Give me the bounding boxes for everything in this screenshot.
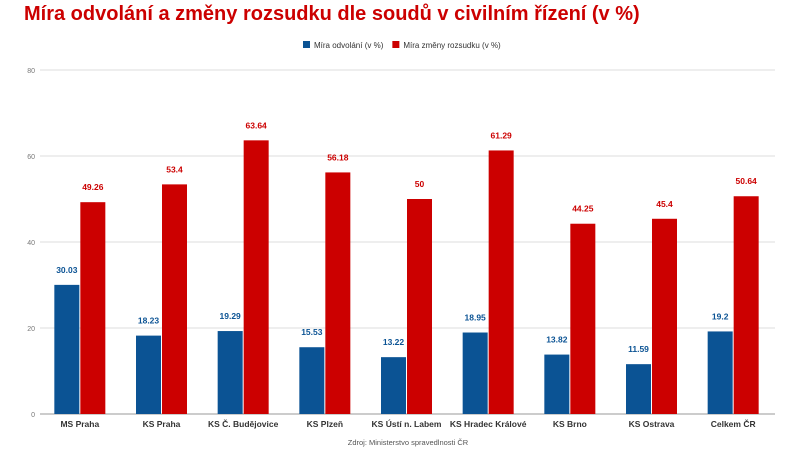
y-tick-label: 80	[27, 68, 35, 75]
data-label: 56.18	[327, 152, 349, 162]
bar	[733, 196, 759, 414]
data-label: 53.4	[166, 164, 183, 174]
bar	[652, 218, 677, 414]
y-tick-label: 0	[31, 412, 35, 419]
bar	[299, 347, 325, 414]
y-tick-label: 60	[27, 154, 35, 161]
source-note: Zdroj: Ministerstvo spravedlnosti ČR	[348, 438, 469, 447]
bar	[243, 140, 269, 414]
legend-label: Míra změny rozsudku (v %)	[403, 41, 501, 50]
data-label: 49.26	[82, 182, 104, 192]
data-label: 13.22	[383, 337, 405, 347]
data-label: 19.29	[220, 311, 242, 321]
y-tick-label: 20	[27, 326, 35, 333]
x-tick-label: KS Č. Budějovice	[208, 418, 279, 429]
data-label: 50.64	[736, 176, 758, 186]
x-tick-label: KS Praha	[143, 419, 181, 429]
data-label: 11.59	[628, 344, 649, 354]
data-label: 50	[415, 179, 425, 189]
x-tick-label: KS Hradec Králové	[450, 419, 527, 429]
x-tick-label: KS Plzeň	[307, 419, 343, 429]
x-tick-label: KS Ústí n. Labem	[372, 418, 442, 429]
x-tick-label: Celkem ČR	[711, 418, 756, 429]
chart-title: Míra odvolání a změny rozsudku dle soudů…	[24, 3, 640, 25]
data-label: 45.4	[656, 199, 673, 209]
data-label: 15.53	[301, 327, 323, 337]
bar	[462, 332, 488, 414]
x-tick-label: MS Praha	[60, 419, 99, 429]
bar	[707, 331, 733, 414]
data-label: 18.23	[138, 316, 160, 326]
legend-swatch	[392, 41, 400, 48]
data-label: 18.95	[465, 313, 487, 323]
legend-label: Míra odvolání (v %)	[314, 41, 384, 50]
bar	[488, 150, 514, 414]
data-label: 30.03	[56, 265, 78, 275]
data-label: 61.29	[491, 130, 513, 140]
x-tick-label: KS Ostrava	[629, 419, 675, 429]
legend-swatch	[303, 41, 310, 48]
bar	[325, 172, 351, 414]
bar	[626, 364, 651, 414]
y-tick-label: 40	[27, 240, 35, 247]
data-label: 44.25	[572, 204, 594, 214]
data-label: 13.82	[546, 335, 568, 345]
bar	[54, 284, 80, 414]
bar	[381, 357, 406, 414]
x-tick-label: KS Brno	[553, 419, 587, 429]
bar	[570, 223, 596, 414]
bar	[136, 335, 161, 414]
bar	[80, 202, 106, 414]
bar	[162, 184, 187, 414]
data-label: 19.2	[712, 311, 729, 321]
bar	[407, 199, 432, 414]
bar	[544, 354, 570, 414]
data-label: 63.64	[246, 120, 268, 130]
bar	[217, 331, 243, 414]
